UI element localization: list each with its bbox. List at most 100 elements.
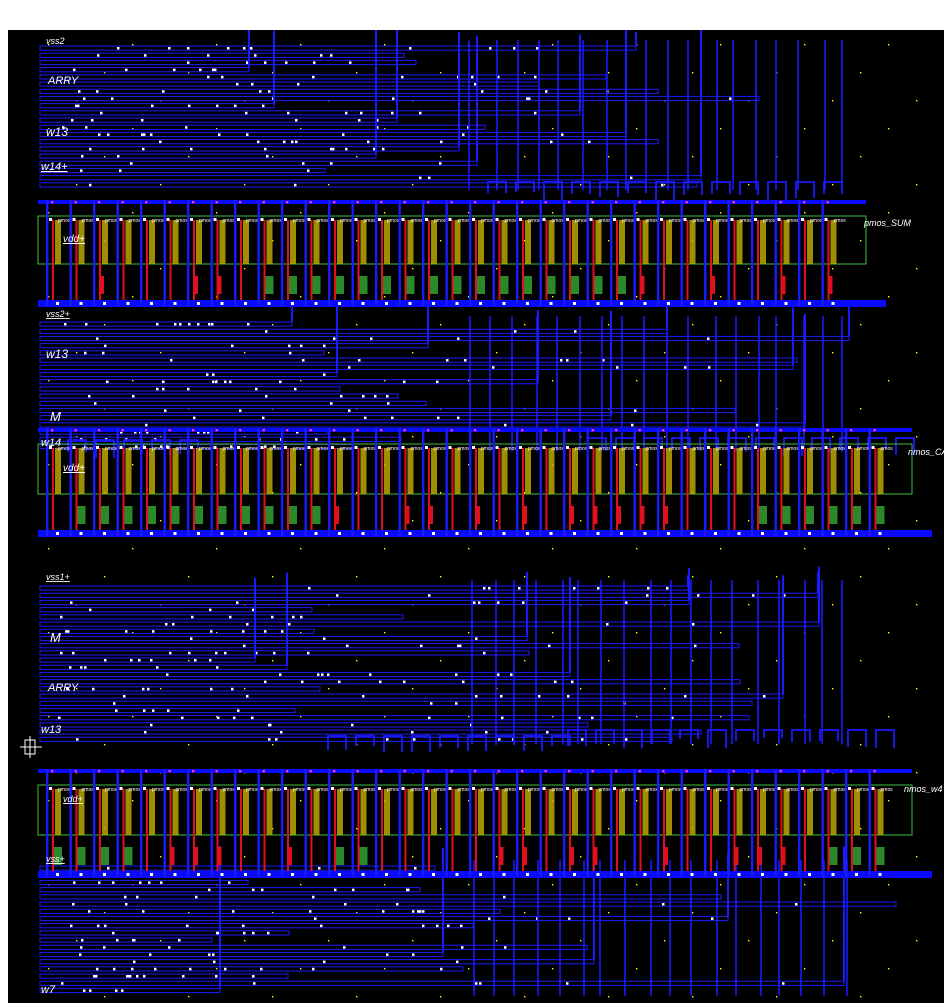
poly-gate [193, 789, 195, 871]
poly-gate [122, 789, 125, 871]
label-vss2-plus: vss2+ [46, 309, 70, 319]
diffusion-green [806, 506, 814, 524]
pin [850, 770, 853, 773]
pin [333, 429, 336, 432]
contact [425, 787, 428, 790]
device-label: pmos [411, 787, 424, 793]
bus-wire [39, 335, 850, 342]
via [323, 344, 326, 348]
layout-canvas[interactable]: pmos pmos pmos pmos pmos pmos pmos pmos pmos pmos… [8, 30, 944, 1003]
device-label: pmos [270, 218, 283, 224]
pin [192, 201, 195, 204]
via [75, 104, 78, 108]
via [497, 673, 500, 676]
diffusion [102, 789, 108, 835]
bus-wire [39, 887, 421, 893]
diffusion [736, 220, 743, 264]
grid-dot [356, 996, 358, 998]
contact [824, 787, 828, 790]
via [181, 716, 184, 720]
via [67, 630, 70, 633]
pin [74, 201, 77, 204]
grid-dot [720, 548, 722, 550]
bus-wire [39, 686, 321, 692]
device-label: pmos [599, 218, 612, 224]
diffusion [642, 220, 649, 264]
poly-gate [733, 220, 736, 300]
grid-dot [524, 72, 526, 74]
via [203, 431, 206, 434]
diffusion-green [101, 847, 109, 865]
via [568, 917, 571, 920]
contact [244, 302, 247, 305]
via [136, 975, 139, 978]
metal-strap [821, 428, 824, 536]
via [62, 126, 65, 129]
pin [779, 429, 782, 432]
grid-dot [216, 968, 218, 970]
metal-strap [727, 200, 730, 306]
via [428, 176, 431, 180]
pin [638, 770, 641, 773]
diffusion-green [54, 847, 62, 865]
via [212, 373, 215, 376]
via [159, 140, 162, 144]
contact [197, 873, 200, 876]
contact [284, 787, 287, 790]
routing-hook [383, 735, 403, 752]
grid-dot [608, 324, 610, 326]
contact [103, 873, 106, 876]
grid-dot [216, 716, 218, 718]
contact [119, 446, 123, 449]
via [191, 615, 194, 619]
diffusion [360, 448, 367, 494]
bus-wire [39, 139, 659, 145]
via [80, 946, 83, 949]
contact [683, 787, 687, 790]
grid-dot [524, 660, 526, 662]
pin [74, 770, 77, 773]
bus-wire [39, 110, 581, 116]
via [327, 673, 330, 676]
contact [79, 873, 83, 876]
via [546, 731, 549, 734]
diffusion-green [853, 847, 861, 865]
via [190, 147, 193, 151]
grid-dot [468, 632, 470, 634]
contact [667, 873, 670, 876]
routing-hook [515, 181, 535, 192]
diffusion [313, 789, 320, 835]
diffusion [243, 789, 249, 835]
poly-gate [404, 448, 407, 530]
grid-dot [160, 520, 162, 522]
via [362, 695, 365, 698]
pin [427, 770, 430, 773]
poly-gate [733, 789, 736, 871]
label-m: M [50, 409, 61, 424]
diffusion [337, 220, 343, 264]
transistor-rows: pmos pmos pmos pmos pmos pmos pmos pmos pmos pmos… [37, 200, 932, 878]
grid-dot [272, 828, 274, 830]
metal-strap [633, 428, 636, 536]
grid-dot [720, 380, 722, 382]
metal-strap [210, 769, 213, 877]
grid-dot [440, 240, 442, 242]
bus-wire [39, 585, 689, 591]
diffusion [666, 448, 672, 494]
grid-dot [748, 268, 750, 270]
contact [777, 218, 781, 221]
layout-view[interactable]: pmos pmos pmos pmos pmos pmos pmos pmos pmos pmos… [8, 30, 944, 1003]
via [488, 587, 491, 590]
via [85, 126, 88, 129]
grid-dot [832, 688, 834, 690]
via [500, 695, 503, 698]
contact [378, 218, 381, 221]
metal-strap [868, 428, 871, 536]
grid-dot [916, 688, 918, 690]
contact [519, 218, 522, 221]
diffusion [595, 220, 602, 264]
grid-dot [412, 520, 414, 522]
via [300, 615, 303, 619]
routing-hook [643, 437, 663, 447]
via [297, 83, 300, 86]
